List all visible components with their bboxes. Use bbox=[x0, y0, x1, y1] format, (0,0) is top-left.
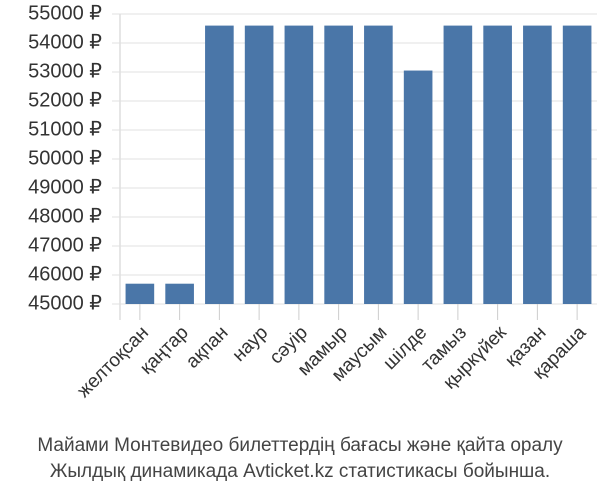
caption-line: Жылдық динамикада Avticket.kz статистика… bbox=[50, 461, 550, 482]
y-tick-label: 45000 ₽ bbox=[28, 292, 102, 314]
bar bbox=[205, 25, 234, 304]
y-tick-label: 55000 ₽ bbox=[28, 2, 102, 24]
bar bbox=[324, 25, 353, 304]
y-tick-label: 48000 ₽ bbox=[28, 205, 102, 227]
bar bbox=[284, 25, 314, 304]
bar bbox=[403, 70, 433, 304]
bar bbox=[125, 283, 155, 304]
bar bbox=[165, 283, 194, 304]
y-tick-label: 50000 ₽ bbox=[28, 147, 102, 169]
y-tick-label: 51000 ₽ bbox=[28, 118, 102, 140]
y-tick-label: 49000 ₽ bbox=[28, 176, 102, 198]
bar bbox=[443, 25, 473, 304]
y-tick-label: 54000 ₽ bbox=[28, 31, 102, 53]
bar bbox=[483, 25, 512, 304]
bar bbox=[364, 25, 393, 304]
x-tick-label: ақпан bbox=[182, 322, 232, 372]
bar bbox=[562, 25, 592, 304]
y-tick-label: 47000 ₽ bbox=[28, 234, 102, 256]
bar bbox=[244, 25, 274, 304]
y-tick-label: 52000 ₽ bbox=[28, 89, 102, 111]
bar bbox=[523, 25, 552, 304]
caption-line: Майами Монтевидео билеттердің бағасы жән… bbox=[37, 435, 563, 456]
y-tick-label: 46000 ₽ bbox=[28, 263, 102, 285]
x-tick-label: наур bbox=[229, 322, 273, 366]
y-tick-label: 53000 ₽ bbox=[28, 60, 102, 82]
